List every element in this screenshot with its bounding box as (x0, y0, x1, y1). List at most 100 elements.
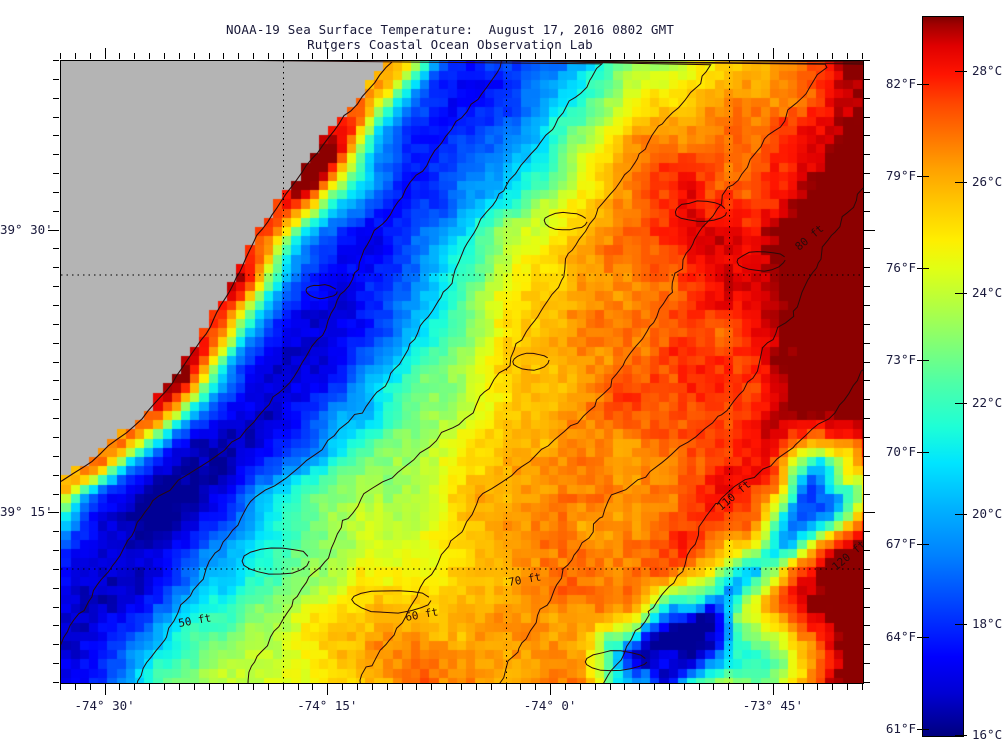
y-tick-left (53, 323, 59, 325)
x-tick-bottom (134, 684, 136, 690)
x-tick-bottom (446, 684, 448, 690)
x-tick-top (74, 53, 76, 59)
y-tick-left (53, 682, 59, 683)
colorbar-tick-f (917, 544, 929, 546)
colorbar-label-c: 28°C (972, 63, 1003, 79)
colorbar-tick-f (917, 728, 929, 730)
x-tick-bottom (728, 684, 730, 690)
colorbar-label-f: 73°F (885, 352, 916, 368)
x-tick-top (371, 53, 373, 59)
x-tick-bottom (683, 684, 685, 690)
y-tick-left (53, 97, 59, 99)
x-tick-bottom (847, 684, 849, 690)
x-axis-label: -74° 0' (523, 698, 577, 713)
colorbar-tick-c (955, 403, 967, 405)
x-tick-bottom (431, 684, 433, 690)
y-tick-right (864, 568, 870, 570)
y-tick-left (53, 342, 59, 344)
x-tick-bottom (550, 684, 552, 695)
x-tick-bottom (713, 684, 715, 690)
y-tick-right (864, 191, 870, 193)
colorbar-label-c: 26°C (972, 173, 1003, 189)
x-tick-top (847, 53, 849, 59)
chart-title-block: NOAA-19 Sea Surface Temperature: August … (0, 22, 900, 52)
x-tick-top (668, 53, 670, 59)
x-tick-top (639, 53, 641, 59)
x-tick-bottom (475, 684, 477, 690)
x-tick-bottom (253, 684, 255, 690)
x-tick-bottom (119, 684, 121, 690)
x-tick-bottom (371, 684, 373, 690)
x-tick-bottom (267, 684, 269, 690)
x-tick-bottom (787, 684, 789, 690)
x-tick-bottom (535, 684, 537, 690)
x-tick-top (104, 48, 106, 59)
x-tick-top (713, 53, 715, 59)
y-tick-right (864, 361, 870, 363)
x-tick-bottom (104, 684, 106, 695)
y-axis-label: 39° 15' (0, 504, 53, 520)
x-tick-bottom (193, 684, 195, 690)
contour-label: 80 ft (793, 222, 827, 253)
y-tick-left (53, 663, 59, 665)
y-tick-right (864, 474, 870, 476)
x-tick-bottom (520, 684, 522, 690)
y-tick-right (864, 323, 870, 325)
colorbar-tick-f (917, 267, 929, 269)
y-tick-right (864, 550, 870, 552)
y-tick-left (53, 493, 59, 495)
y-tick-right (864, 380, 870, 382)
x-tick-top (758, 53, 760, 59)
x-tick-top (312, 53, 314, 59)
x-tick-bottom (208, 684, 210, 690)
y-tick-left (53, 173, 59, 175)
y-tick-right (864, 97, 870, 99)
x-tick-bottom (668, 684, 670, 690)
y-tick-right (864, 625, 870, 627)
x-tick-bottom (817, 684, 819, 690)
x-tick-top (698, 53, 700, 59)
y-tick-right (864, 267, 870, 269)
x-tick-bottom (89, 684, 91, 690)
contour-label: 70 ft (507, 570, 542, 589)
y-tick-left (53, 267, 59, 269)
x-tick-top (327, 48, 329, 59)
x-tick-top (594, 53, 596, 59)
colorbar-label-f: 67°F (885, 536, 916, 552)
colorbar-label-f: 79°F (885, 167, 916, 183)
y-tick-right (864, 286, 870, 288)
x-tick-top (193, 53, 195, 59)
x-tick-bottom (386, 684, 388, 690)
colorbar-tick-c (955, 71, 967, 73)
colorbar-tick-f (917, 452, 929, 454)
y-tick-left (53, 191, 59, 193)
contour-label: 50 ft (177, 611, 212, 630)
x-tick-bottom (862, 684, 863, 690)
y-tick-left (53, 399, 59, 401)
x-tick-bottom (802, 684, 804, 690)
y-tick-left (53, 474, 59, 476)
y-tick-right (864, 78, 870, 80)
x-tick-bottom (594, 684, 596, 690)
x-tick-top (550, 48, 552, 59)
y-tick-left (53, 286, 59, 288)
x-axis-label: -74° 15' (297, 698, 358, 713)
x-tick-top (89, 53, 91, 59)
colorbar-tick-f (917, 360, 929, 362)
x-tick-top (149, 53, 151, 59)
x-tick-bottom (60, 684, 61, 690)
x-tick-bottom (297, 684, 299, 690)
contour-label: 60 ft (404, 605, 439, 624)
x-tick-bottom (624, 684, 626, 690)
y-tick-right (864, 436, 870, 438)
y-tick-right (864, 229, 875, 231)
y-tick-right (864, 399, 870, 401)
y-tick-left (48, 512, 59, 514)
y-tick-left (53, 60, 59, 61)
y-tick-left (53, 135, 59, 137)
x-axis-label: -74° 30' (74, 698, 135, 713)
y-tick-right (864, 154, 870, 156)
y-tick-left (53, 625, 59, 627)
page-title: NOAA-19 Sea Surface Temperature: August … (225, 22, 675, 37)
sst-map-plot[interactable]: 50 ft 60 ft 70 ft 80 ft 110 ft 120 ft (60, 60, 864, 684)
